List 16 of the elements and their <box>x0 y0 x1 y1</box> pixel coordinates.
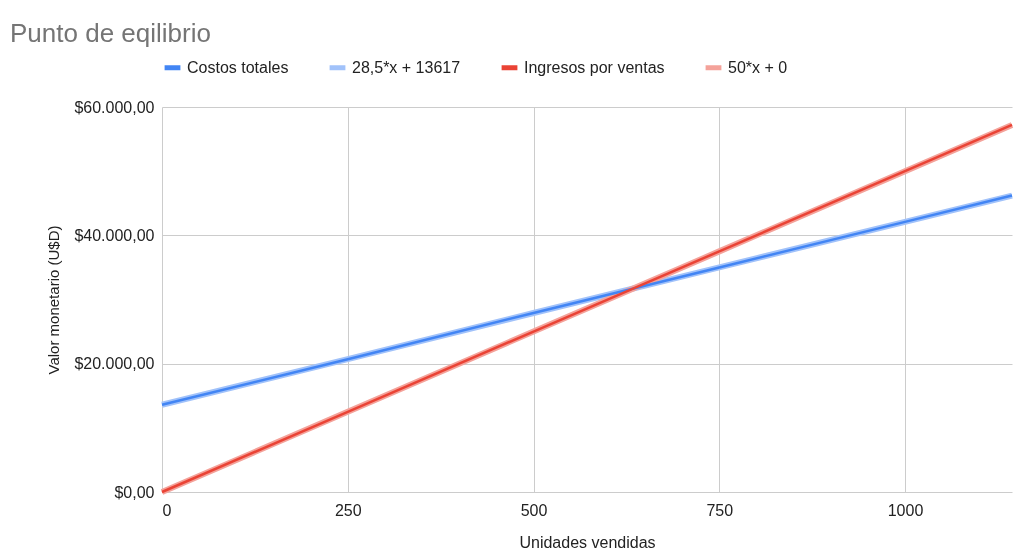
y-tick-label: $60.000,00 <box>74 98 155 116</box>
legend-label: 28,5*x + 13617 <box>352 58 461 76</box>
x-tick-label: 750 <box>706 501 734 519</box>
x-tick-label: 0 <box>162 501 172 519</box>
x-axis-title: Unidades vendidas <box>519 533 656 551</box>
y-tick-label: $40.000,00 <box>74 226 155 244</box>
legend-label: Ingresos por ventas <box>524 58 665 76</box>
x-tick-label: 1000 <box>887 501 924 519</box>
y-axis-title: Valor monetario (U$D) <box>45 225 63 375</box>
legend-label: 50*x + 0 <box>728 58 788 76</box>
x-tick-label: 500 <box>520 501 548 519</box>
legend-label: Costos totales <box>187 58 289 76</box>
x-tick-label: 250 <box>334 501 362 519</box>
y-tick-label: $0,00 <box>114 483 155 501</box>
chart-title: Punto de eqilibrio <box>10 18 211 48</box>
y-tick-label: $20.000,00 <box>74 355 155 373</box>
